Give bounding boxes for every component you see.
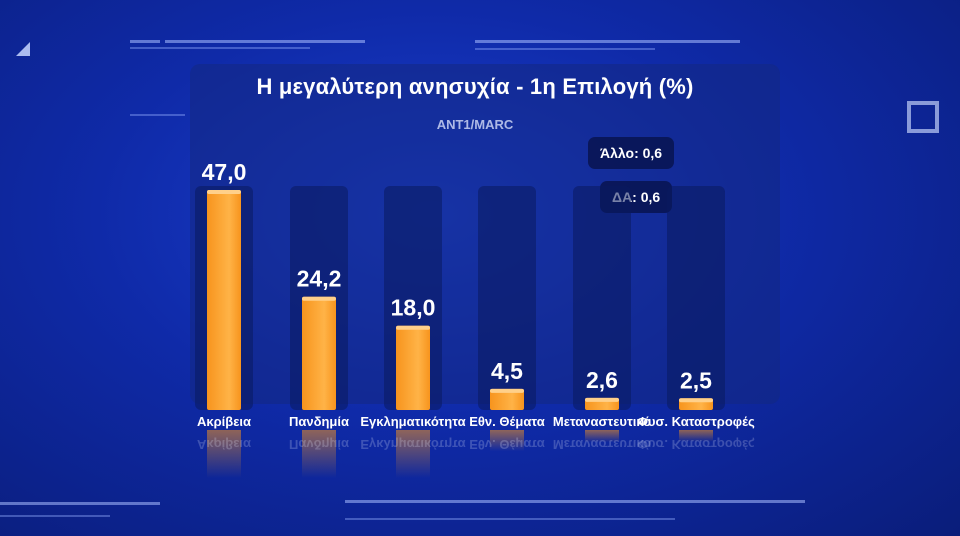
category-label: Ακρίβεια: [197, 414, 251, 429]
decor-line: [0, 502, 160, 505]
bar: [490, 388, 524, 410]
bar-top-cap: [679, 398, 713, 403]
other-answer-box: Άλλο: 0,6: [588, 137, 675, 169]
bar-value-label: 18,0: [391, 295, 436, 321]
bar-value-label: 2,5: [680, 367, 712, 393]
bar-top-cap: [396, 325, 430, 330]
bar-top-cap: [302, 296, 336, 301]
bar-value-label: 2,6: [586, 367, 618, 393]
category-label: Πανδημία: [289, 414, 349, 429]
bar: [302, 296, 336, 410]
decor-line: [475, 40, 740, 43]
bar-reflection: [207, 430, 241, 478]
bar-reflection: [585, 430, 619, 443]
category-label-reflection: Εγκληματικότητα: [360, 437, 465, 452]
decor-line: [130, 40, 160, 43]
decor-line: [130, 114, 185, 116]
bar-top-cap: [207, 190, 241, 194]
category-label: Εθν. Θέματα: [469, 414, 545, 429]
category-label: Φυσ. Καταστροφές: [637, 414, 755, 429]
decor-line: [165, 40, 365, 43]
bar-column-bg: [667, 186, 725, 410]
decor-line: [475, 48, 655, 50]
category-label-reflection: Πανδημία: [289, 437, 349, 452]
bar-reflection: [679, 430, 713, 442]
decor-line: [345, 518, 675, 520]
decor-line: [130, 47, 310, 49]
square-outline-decoration: [907, 101, 939, 133]
bar-value-label: 24,2: [297, 266, 342, 292]
category-label-reflection: Εθν. Θέματα: [469, 437, 545, 452]
bar-reflection: [490, 430, 524, 452]
bar: [396, 325, 430, 410]
corner-triangle-decoration: [16, 42, 30, 56]
category-label: Μεταναστευτικό: [553, 414, 651, 429]
decor-line: [345, 500, 805, 503]
bar-value-label: 4,5: [491, 358, 523, 384]
bar-value-label: 47,0: [202, 159, 247, 185]
chart-title: Η μεγαλύτερη ανησυχία - 1η Επιλογή (%): [256, 74, 694, 99]
bar-top-cap: [585, 397, 619, 402]
bar-reflection: [396, 430, 430, 478]
decor-line: [0, 515, 110, 517]
bar-column-bg: [573, 186, 631, 410]
bar-column-bg: [478, 186, 536, 410]
bar: [207, 190, 241, 410]
chart-source: ANT1/MARC: [436, 117, 514, 132]
bar-top-cap: [490, 388, 524, 393]
category-label-reflection: Ακρίβεια: [197, 437, 251, 452]
category-label: Εγκληματικότητα: [360, 414, 465, 429]
bar-reflection: [302, 430, 336, 478]
category-label-reflection: Φυσ. Καταστροφές: [637, 437, 755, 452]
category-label-reflection: Μεταναστευτικό: [553, 437, 651, 452]
